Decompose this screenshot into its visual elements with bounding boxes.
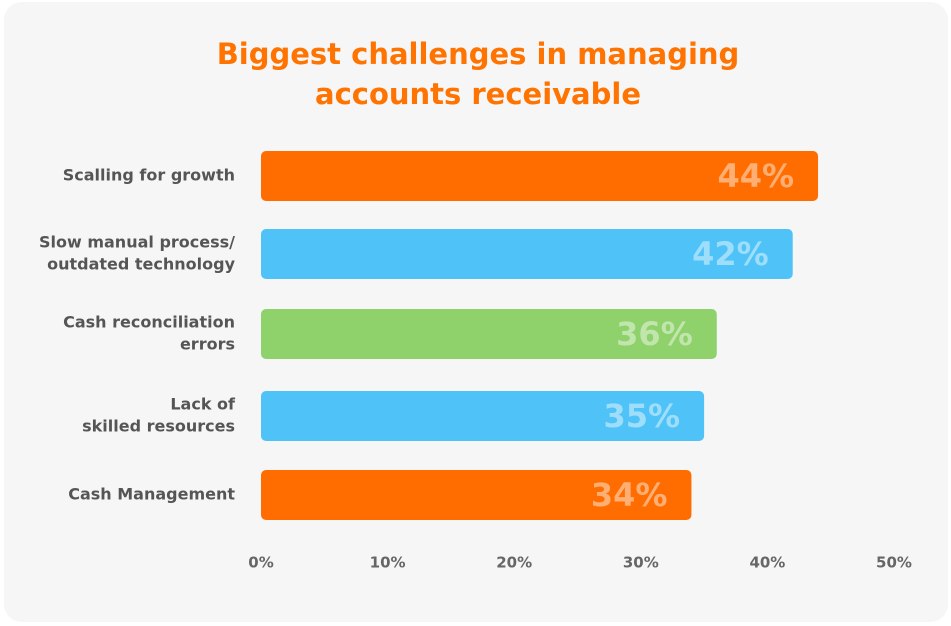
y-tick-label: skilled resources [82, 417, 235, 436]
chart-title: accounts receivable [315, 77, 641, 111]
x-tick-label: 40% [749, 554, 785, 572]
x-tick-label: 50% [876, 554, 912, 572]
bar [261, 229, 793, 279]
y-tick-label: errors [180, 335, 235, 354]
bar [261, 309, 717, 359]
bar [261, 151, 819, 201]
y-tick-label: outdated technology [47, 255, 235, 274]
y-tick-label: Slow manual process/ [39, 233, 235, 252]
chart-title: Biggest challenges in managing [217, 37, 740, 71]
y-tick-label: Cash reconciliation [63, 313, 235, 332]
value-label: 34% [591, 476, 668, 514]
bar [261, 470, 692, 520]
x-tick-label: 30% [623, 554, 659, 572]
value-label: 35% [604, 397, 681, 435]
value-label: 44% [717, 157, 794, 195]
y-tick-label: Scalling for growth [63, 166, 235, 185]
x-tick-label: 0% [248, 554, 273, 572]
value-label: 36% [616, 315, 693, 353]
y-tick-label: Lack of [170, 395, 236, 414]
bar [261, 391, 705, 441]
y-tick-label: Cash Management [68, 485, 235, 504]
x-tick-label: 20% [496, 554, 532, 572]
value-label: 42% [692, 235, 769, 273]
x-tick-label: 10% [370, 554, 406, 572]
